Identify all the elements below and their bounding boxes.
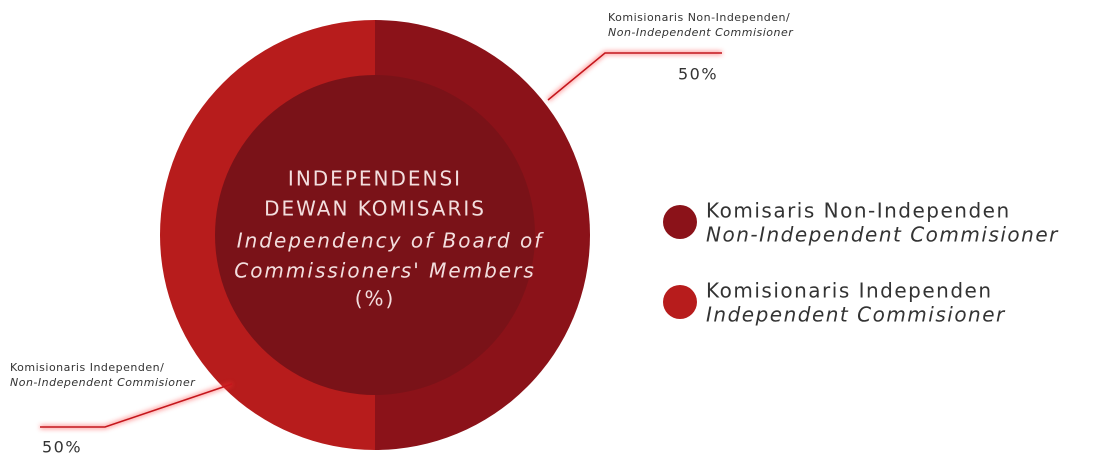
legend-label: Komisaris Non-Independen [706, 199, 1011, 223]
callout-glow [40, 382, 233, 429]
value-label: 50% [678, 65, 718, 84]
callout-label-en: Non-Independent Commisioner [608, 26, 794, 39]
legend-label: Komisionaris Independen [706, 279, 993, 303]
callout-label-en: Non-Independent Commisioner [10, 376, 196, 389]
unit: (%) [355, 287, 396, 311]
legend-swatch [663, 285, 697, 319]
callout-line [40, 383, 233, 428]
subtitle-line: Independency of Board of [237, 229, 544, 253]
legend-label-en: Non-Independent Commisioner [706, 223, 1059, 247]
value-label: 50% [42, 438, 82, 457]
subtitle-line: Commissioners' Members [234, 259, 536, 283]
callout-label: Komisionaris Independen/ [10, 361, 164, 374]
title-line: DEWAN KOMISARIS [264, 197, 486, 221]
legend-swatch [663, 205, 697, 239]
callout-line [547, 52, 722, 101]
legend-label-en: Independent Commisioner [706, 303, 1006, 327]
donut-hole [215, 75, 535, 395]
callout-label: Komisionaris Non-Independen/ [608, 11, 790, 24]
title-line: INDEPENDENSI [288, 167, 462, 191]
